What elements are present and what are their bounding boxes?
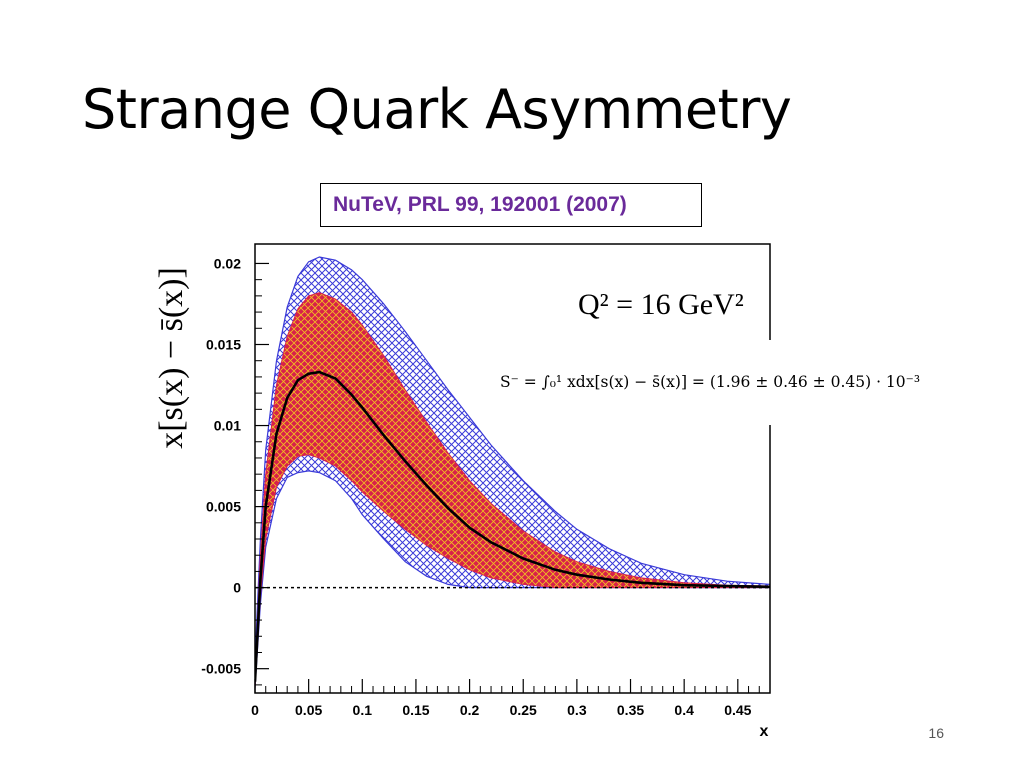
x-tick-label: 0.4 (674, 702, 694, 718)
y-tick-label: -0.005 (201, 661, 241, 677)
x-tick-label: 0.15 (402, 702, 429, 718)
x-tick-label: 0 (251, 702, 259, 718)
q2-annotation: Q² = 16 GeV² (578, 288, 744, 321)
x-tick-label: 0.35 (617, 702, 644, 718)
x-axis-label: x (760, 723, 769, 740)
integral-background (497, 340, 772, 425)
y-tick-label: 0.005 (206, 499, 241, 515)
x-tick-label: 0.25 (510, 702, 537, 718)
reference-box: NuTeV, PRL 99, 192001 (2007) (320, 183, 702, 227)
integral-annotation: S⁻ = ∫₀¹ xdx[s(x) − s̄(x)] = (1.96 ± 0.4… (500, 373, 920, 391)
y-tick-label: 0.02 (214, 255, 241, 271)
y-axis-label: x[s(x) − s̄(x)] (153, 267, 190, 449)
x-tick-label: 0.3 (567, 702, 587, 718)
slide-title: Strange Quark Asymmetry (82, 78, 792, 141)
y-tick-label: 0.015 (206, 336, 241, 352)
slide-number: 16 (928, 725, 944, 741)
y-tick-label: 0 (233, 580, 241, 596)
x-tick-label: 0.05 (295, 702, 322, 718)
y-tick-label: 0.01 (214, 418, 241, 434)
central-value-curve (255, 370, 770, 682)
x-tick-label: 0.45 (724, 702, 751, 718)
x-tick-label: 0.2 (460, 702, 480, 718)
reference-text: NuTeV, PRL 99, 192001 (2007) (333, 193, 627, 216)
inner-error-band (255, 292, 770, 689)
x-tick-label: 0.1 (353, 702, 373, 718)
